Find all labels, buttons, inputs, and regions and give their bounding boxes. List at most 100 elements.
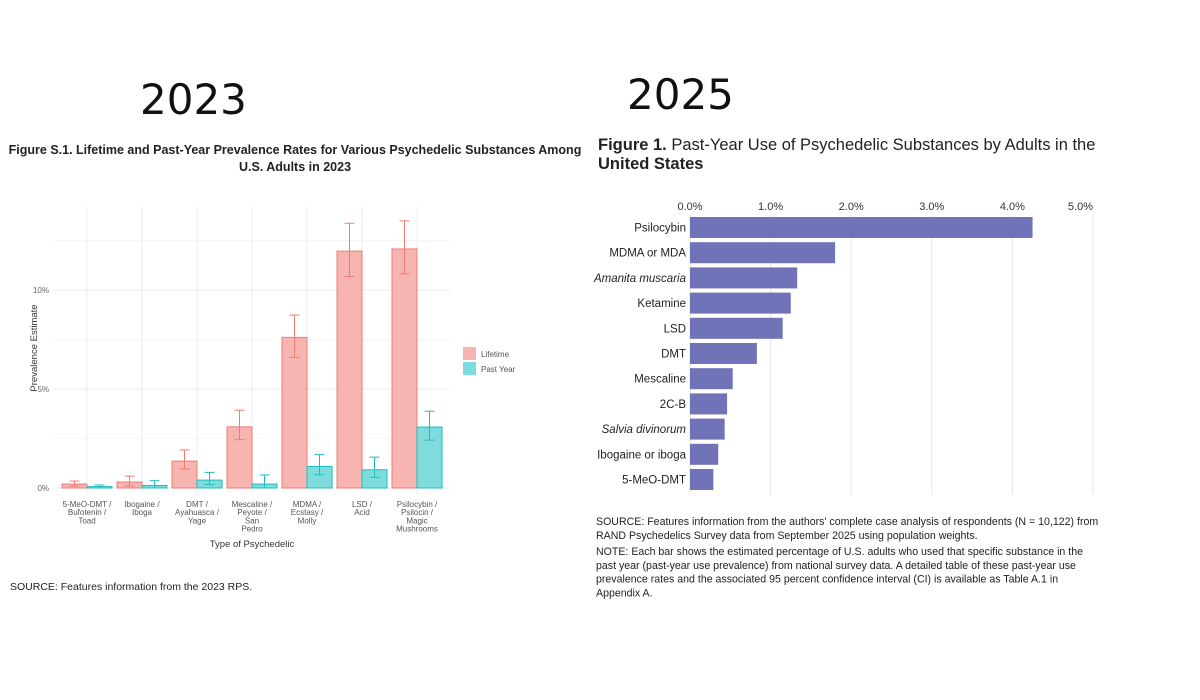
legend-swatch-lifetime [463,347,476,360]
x-tick-label: 5-MeO-DMT / Bufotenin / Toad [63,500,113,525]
x-tick-label-line: Mescaline / [232,500,273,509]
x-tick-label-line: Ibogaine / [124,500,160,509]
category-label: Psilocybin [634,223,686,235]
x-tick-label-line: Molly [298,516,317,525]
note-line: NOTE: Each bar shows the estimated perce… [596,546,1083,558]
error-bar [94,484,105,489]
category-label: MDMA or MDA [609,248,686,260]
x-tick-label: MDMA / Ecstasy / Molly [291,500,324,525]
y-tick-label: 5% [37,385,49,394]
category-label: Amanita muscaria [593,273,686,285]
chart-2025-title-line-2: United States [598,155,703,173]
chart-2025-bars: Psilocybin MDMA or MDA Amanita muscaria Ket… [593,217,1033,490]
bar [690,267,798,289]
category-label: Ketamine [637,298,686,310]
note-line: prevalence rates and the associated 95 p… [596,574,1058,586]
note-line: past year (past-year use prevalence) fro… [596,560,1076,572]
x-tick-label-line: Mushrooms [396,525,438,534]
x-tick-label-line: Ecstasy / [291,508,324,517]
chart-2023-bars [61,220,443,489]
category-label: 2C-B [660,399,687,411]
bar [690,292,791,314]
y-tick-label: 10% [33,286,49,295]
error-bar [344,222,355,277]
category-label: Ibogaine or iboga [597,449,686,461]
source-line: SOURCE: Features information from the au… [596,516,1098,528]
legend-swatch-past-year [463,362,476,375]
bar [690,317,783,339]
error-bar [69,480,80,487]
bar-lifetime [336,250,363,489]
bar-lifetime [391,248,418,489]
chart-2023-x-axis-title: Type of Psychedelic [210,539,295,550]
x-tick-label-line: Ayahuasca / [175,508,220,517]
error-bar [204,471,215,486]
bar [690,368,733,390]
error-bar [314,453,325,476]
x-tick-label: DMT / Ayahuasca / Yage [175,500,220,525]
x-tick-label: 0.0% [677,201,702,213]
x-tick-label-line: Acid [354,508,370,517]
error-bar [124,475,135,487]
x-tick-label: 5.0% [1068,201,1093,213]
x-tick-label: 1.0% [758,201,783,213]
chart-2023-y-axis-title: Prevalence Estimate [29,304,40,391]
source-line: RAND Psychedelics Survey data from Septe… [596,530,978,542]
x-tick-label: Psilocybin / Psilocin / Magic Mushrooms [396,500,438,534]
x-tick-label: 3.0% [919,201,944,213]
bar [690,242,836,264]
x-tick-label-line: LSD / [352,500,373,509]
chart-2025-source-notes: SOURCE: Features information from the au… [596,516,1098,599]
category-label: LSD [664,323,686,335]
chart-2023-legend: Lifetime Past Year [463,347,516,375]
chart-2023-title-line-1: Figure S.1. Lifetime and Past-Year Preva… [9,143,582,157]
category-label: DMT [661,349,686,361]
legend-label-lifetime: Lifetime [481,350,510,359]
bar [690,469,714,490]
x-tick-label: LSD / Acid [352,500,373,517]
bar [690,418,725,440]
bar-lifetime [281,336,308,489]
x-tick-label: Ibogaine / Iboga [124,500,160,517]
category-label: Salvia divinorum [602,424,687,436]
x-tick-label-line: MDMA / [293,500,322,509]
x-tick-label-line: Toad [78,516,95,525]
chart-2023-title-line-2: U.S. Adults in 2023 [239,160,351,174]
x-tick-label-line: Yage [188,516,207,525]
y-tick-label: 0% [37,484,49,493]
error-bar [399,220,410,275]
error-bar [234,409,245,441]
x-tick-label: 2.0% [839,201,864,213]
legend-label-past-year: Past Year [481,365,516,374]
category-label: Mescaline [634,374,686,386]
chart-2023: Figure S.1. Lifetime and Past-Year Preva… [9,143,582,593]
error-bar [259,474,270,489]
year-2023-heading: 2023 [140,75,247,124]
bar [690,443,719,465]
error-bar [179,449,190,470]
x-tick-label-line: DMT / [186,500,208,509]
year-2025-heading: 2025 [627,70,734,119]
x-tick-label: Mescaline / Peyote / San Pedro [232,500,273,534]
chart-2025: Figure 1. Past-Year Use of Psychedelic S… [593,136,1098,599]
error-bar [289,314,300,358]
x-tick-label-line: San [245,516,259,525]
x-tick-label-line: Pedro [241,525,263,534]
chart-2025-title-line-1: Figure 1. Past-Year Use of Psychedelic S… [598,136,1095,154]
error-bar [369,456,380,478]
x-tick-label-line: Bufotenin / [68,508,107,517]
bar [690,343,757,364]
title-rest: Past-Year Use of Psychedelic Substances … [667,136,1096,154]
x-tick-label-line: 5-MeO-DMT / [63,500,113,509]
error-bar [424,410,435,441]
x-tick-label-line: Peyote / [237,508,267,517]
note-line: Appendix A. [596,587,653,599]
error-bar [149,480,160,489]
chart-2023-source: SOURCE: Features information from the 20… [10,581,252,593]
x-tick-label: 4.0% [1000,201,1025,213]
x-tick-label-line: Psilocin / [401,508,434,517]
x-tick-label-line: Magic [406,516,427,525]
bar [690,393,728,415]
x-tick-label-line: Iboga [132,508,153,517]
category-label: 5-MeO-DMT [622,475,686,487]
